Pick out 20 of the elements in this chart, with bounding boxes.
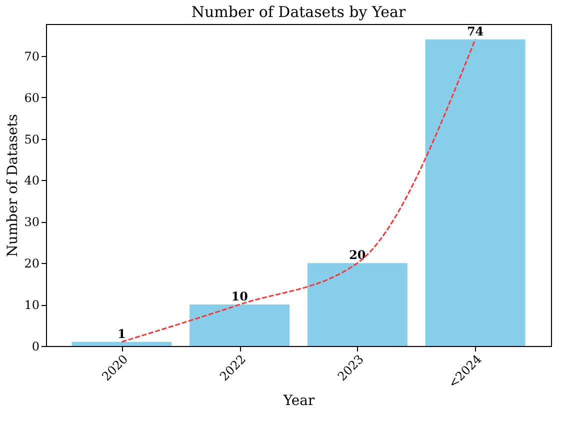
y-tick-label: 40 bbox=[24, 174, 40, 188]
data-label: 20 bbox=[349, 248, 366, 262]
data-label: 1 bbox=[118, 326, 126, 341]
chart-title: Number of Datasets by Year bbox=[191, 3, 406, 21]
bar bbox=[425, 39, 526, 346]
bar bbox=[307, 263, 408, 346]
data-label: 74 bbox=[466, 24, 484, 38]
y-tick-label: 70 bbox=[24, 49, 40, 64]
y-tick-label: 0 bbox=[32, 340, 40, 354]
x-axis-title: Year bbox=[282, 392, 315, 409]
bar bbox=[72, 342, 172, 346]
y-tick-label: 20 bbox=[24, 256, 40, 271]
y-tick-label: 60 bbox=[24, 90, 40, 105]
data-label: 10 bbox=[231, 290, 248, 304]
line-series bbox=[120, 38, 476, 343]
bar bbox=[190, 304, 290, 346]
y-axis-title: Number of Datasets bbox=[5, 114, 22, 257]
y-tick-label: 30 bbox=[24, 215, 40, 230]
y-tick-label: 10 bbox=[24, 298, 40, 312]
y-tick-label: 50 bbox=[24, 132, 40, 146]
